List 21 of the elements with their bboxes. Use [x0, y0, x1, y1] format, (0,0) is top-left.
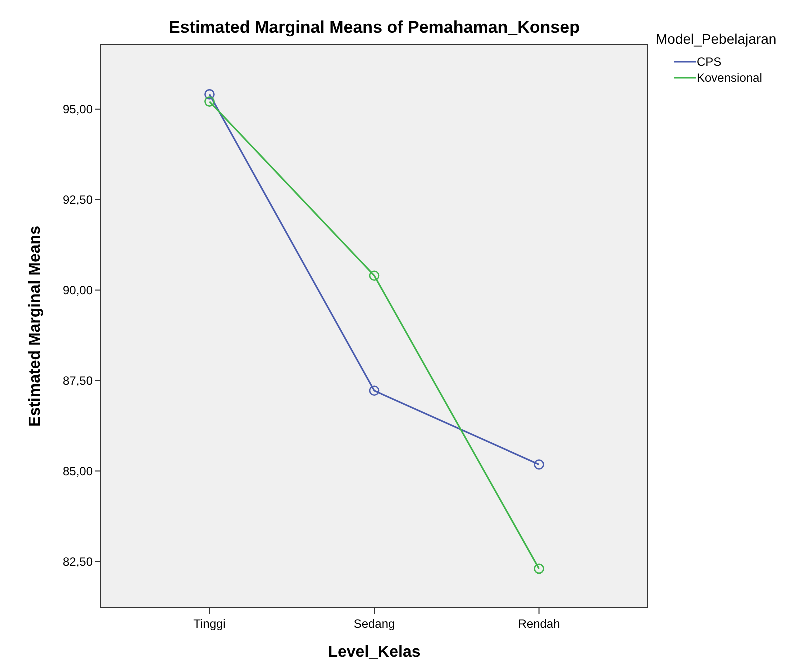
point	[204, 89, 215, 100]
x-axis-title: Level_Kelas	[328, 644, 421, 661]
point	[369, 386, 380, 396]
y-tick-label: 82,50	[62, 554, 94, 569]
y-tick-label: 90,00	[62, 284, 94, 298]
legend-label: Kovensional	[697, 71, 762, 86]
y-tick-label: 92,50	[62, 193, 94, 208]
x-tick-label: Rendah	[518, 617, 560, 631]
point	[534, 564, 544, 574]
y-tick-label: 95,00	[62, 102, 94, 117]
point	[369, 270, 380, 281]
y-tick-label: 87,50	[62, 374, 94, 388]
x-tick-label: Sedang	[354, 617, 396, 631]
x-tick-label: Tinggi	[194, 617, 226, 631]
y-axis-title: Estimated Marginal Means	[27, 226, 44, 427]
y-tick-label: 85,00	[62, 464, 94, 478]
legend-title: Model_Pebelajaran	[656, 31, 777, 47]
chart-title: Estimated Marginal Means of Pemahaman_Konsep	[169, 18, 580, 37]
point	[204, 96, 215, 107]
legend-label: CPS	[697, 55, 722, 70]
point	[534, 460, 544, 470]
